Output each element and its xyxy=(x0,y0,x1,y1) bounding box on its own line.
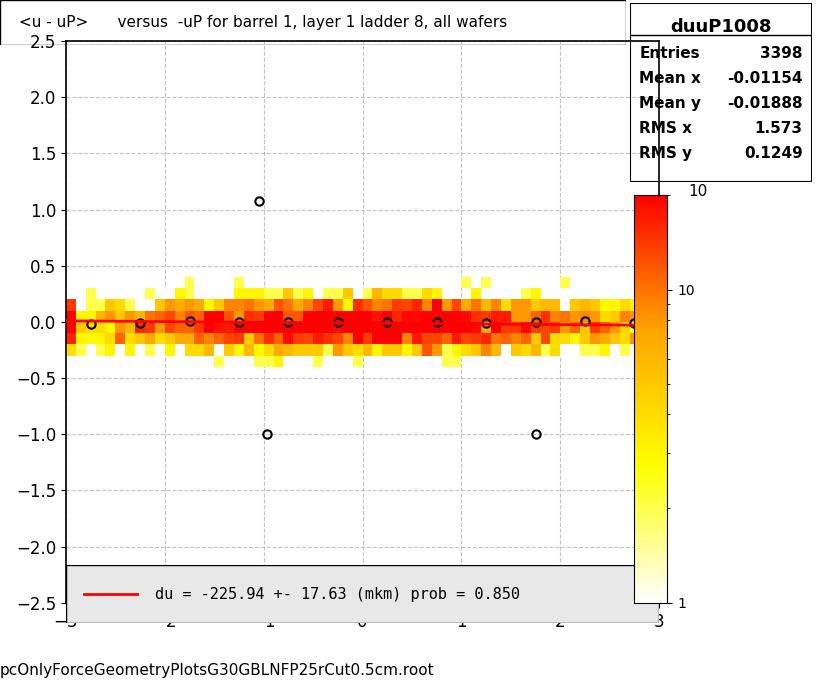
Text: RMS y: RMS y xyxy=(639,145,692,160)
Text: pcOnlyForceGeometryPlotsG30GBLNFP25rCut0.5cm.root: pcOnlyForceGeometryPlotsG30GBLNFP25rCut0… xyxy=(0,663,434,678)
Text: 10: 10 xyxy=(688,184,707,199)
Text: Mean y: Mean y xyxy=(639,96,701,111)
Text: du = -225.94 +- 17.63 (mkm) prob = 0.850: du = -225.94 +- 17.63 (mkm) prob = 0.850 xyxy=(155,587,520,601)
Text: duuP1008: duuP1008 xyxy=(670,18,772,36)
Text: Entries: Entries xyxy=(639,46,700,61)
Text: Mean x: Mean x xyxy=(639,71,701,86)
Text: RMS x: RMS x xyxy=(639,121,692,136)
Text: -0.01154: -0.01154 xyxy=(727,71,803,86)
Text: -0.01888: -0.01888 xyxy=(727,96,803,111)
Text: 0.1249: 0.1249 xyxy=(744,145,803,160)
Text: 1.573: 1.573 xyxy=(755,121,803,136)
Text: <u - uP>      versus  -uP for barrel 1, layer 1 ladder 8, all wafers: <u - uP> versus -uP for barrel 1, layer … xyxy=(19,15,507,29)
Text: 3398: 3398 xyxy=(760,46,803,61)
